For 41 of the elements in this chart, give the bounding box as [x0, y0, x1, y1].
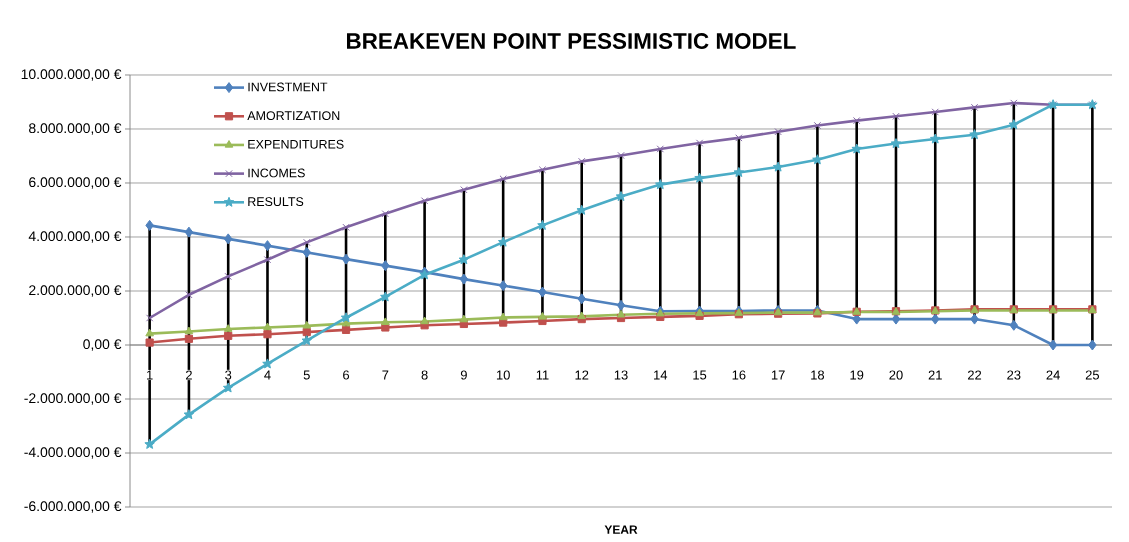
- x-tick-label: 10: [496, 370, 510, 380]
- x-tick-label: 17: [771, 370, 785, 380]
- x-tick-label: 18: [811, 370, 825, 380]
- y-tick-label: -6.000.000,00 €: [24, 501, 122, 513]
- legend-label: RESULTS: [248, 197, 304, 207]
- y-tick-label: -2.000.000,00 €: [24, 393, 122, 405]
- legend-label: INVESTMENT: [248, 82, 328, 92]
- x-tick-label: 13: [614, 370, 628, 380]
- x-tick-label: 2: [185, 370, 192, 380]
- legend-label: INCOMES: [248, 168, 305, 178]
- x-tick-label: 3: [225, 370, 232, 380]
- y-tick-label: 4.000.000,00 €: [28, 231, 122, 243]
- x-tick-label: 24: [1046, 370, 1060, 380]
- x-tick-label: 22: [967, 370, 982, 380]
- x-tick-label: 25: [1085, 370, 1100, 380]
- y-tick-label: 10.000.000,00 €: [21, 69, 122, 81]
- legend-label: AMORTIZATION: [247, 111, 340, 120]
- x-tick-label: 9: [460, 370, 467, 380]
- chart-title: BREAKEVEN POINT PESSIMISTIC MODEL: [346, 33, 796, 49]
- x-tick-label: 19: [850, 370, 864, 380]
- x-tick-label: 16: [732, 370, 746, 380]
- x-tick-label: 6: [343, 370, 350, 380]
- x-tick-label: 15: [693, 370, 707, 380]
- x-tick-label: 4: [264, 370, 271, 380]
- y-tick-label: 2.000.000,00 €: [29, 285, 122, 297]
- legend-label: EXPENDITURES: [248, 139, 344, 149]
- x-tick-label: 1: [147, 370, 153, 380]
- x-tick-label: 14: [654, 370, 668, 380]
- x-tick-label: 21: [928, 370, 942, 380]
- x-tick-label: 23: [1007, 370, 1021, 380]
- x-tick-label: 11: [536, 370, 549, 380]
- y-tick-label: 8.000.000,00 €: [29, 123, 122, 135]
- x-tick-label: 7: [382, 370, 389, 380]
- x-tick-label: 20: [889, 370, 903, 380]
- y-tick-label: 6.000.000,00 €: [29, 177, 122, 189]
- x-axis-title: YEAR: [604, 525, 638, 534]
- y-tick-label: 0,00 €: [83, 339, 122, 351]
- x-tick-label: 5: [303, 370, 310, 380]
- x-tick-label: 8: [421, 370, 428, 380]
- x-tick-label: 12: [575, 370, 589, 380]
- y-tick-label: -4.000.000,00 €: [24, 447, 122, 459]
